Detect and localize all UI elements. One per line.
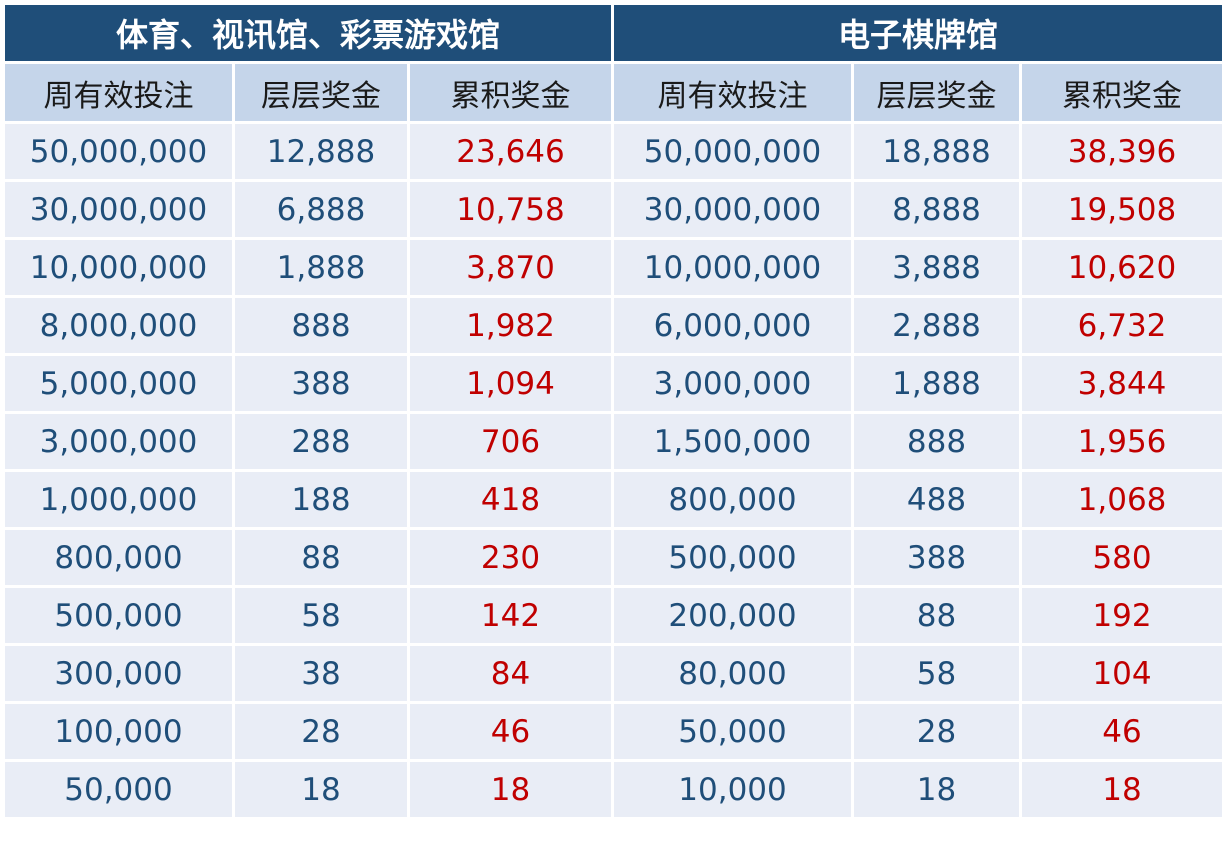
bonus-table: 体育、视讯馆、彩票游戏馆 电子棋牌馆 周有效投注 层层奖金 累积奖金 周有效投注… bbox=[1, 2, 1225, 820]
electronic-cum-bonus: 10,620 bbox=[1019, 237, 1225, 298]
electronic-weekly-bet: 80,000 bbox=[611, 643, 855, 704]
electronic-weekly-bet: 6,000,000 bbox=[611, 295, 855, 356]
electronic-tier-bonus: 8,888 bbox=[851, 179, 1023, 240]
sports-weekly-bet: 300,000 bbox=[2, 643, 235, 704]
electronic-weekly-bet: 30,000,000 bbox=[611, 179, 855, 240]
column-header-bet: 周有效投注 bbox=[2, 61, 235, 124]
sports-cum-bonus: 142 bbox=[406, 585, 615, 646]
electronic-tier-bonus: 388 bbox=[851, 527, 1023, 588]
table-header: 体育、视讯馆、彩票游戏馆 电子棋牌馆 周有效投注 层层奖金 累积奖金 周有效投注… bbox=[1, 2, 1225, 124]
section-title-row: 体育、视讯馆、彩票游戏馆 电子棋牌馆 bbox=[1, 2, 1225, 64]
sports-cum-bonus: 706 bbox=[406, 411, 615, 472]
table-row: 100,000 28 46 50,000 28 46 bbox=[2, 701, 1225, 762]
electronic-weekly-bet: 50,000,000 bbox=[611, 121, 855, 182]
sports-cum-bonus: 18 bbox=[406, 759, 615, 820]
electronic-tier-bonus: 58 bbox=[851, 643, 1023, 704]
table-row: 5,000,000 388 1,094 3,000,000 1,888 3,84… bbox=[2, 353, 1225, 414]
electronic-tier-bonus: 888 bbox=[851, 411, 1023, 472]
table-row: 1,000,000 188 418 800,000 488 1,068 bbox=[2, 469, 1225, 530]
sports-tier-bonus: 58 bbox=[232, 585, 410, 646]
table-row: 3,000,000 288 706 1,500,000 888 1,956 bbox=[2, 411, 1225, 472]
sports-tier-bonus: 28 bbox=[232, 701, 410, 762]
column-header-tier: 层层奖金 bbox=[232, 61, 410, 124]
electronic-cum-bonus: 104 bbox=[1019, 643, 1225, 704]
sports-cum-bonus: 23,646 bbox=[406, 121, 615, 182]
electronic-cum-bonus: 1,068 bbox=[1019, 469, 1225, 530]
column-header-tier: 层层奖金 bbox=[851, 61, 1023, 124]
sports-tier-bonus: 6,888 bbox=[232, 179, 410, 240]
sports-weekly-bet: 3,000,000 bbox=[2, 411, 235, 472]
sports-tier-bonus: 888 bbox=[232, 295, 410, 356]
sports-weekly-bet: 50,000 bbox=[2, 759, 235, 820]
table-row: 50,000 18 18 10,000 18 18 bbox=[2, 759, 1225, 820]
sports-weekly-bet: 30,000,000 bbox=[2, 179, 235, 240]
sports-cum-bonus: 10,758 bbox=[406, 179, 615, 240]
sports-tier-bonus: 18 bbox=[232, 759, 410, 820]
sports-weekly-bet: 800,000 bbox=[2, 527, 235, 588]
table-row: 30,000,000 6,888 10,758 30,000,000 8,888… bbox=[2, 179, 1225, 240]
column-header-bet: 周有效投注 bbox=[611, 61, 855, 124]
table-row: 10,000,000 1,888 3,870 10,000,000 3,888 … bbox=[2, 237, 1225, 298]
sports-weekly-bet: 10,000,000 bbox=[2, 237, 235, 298]
electronic-cum-bonus: 38,396 bbox=[1019, 121, 1225, 182]
electronic-weekly-bet: 3,000,000 bbox=[611, 353, 855, 414]
sports-tier-bonus: 88 bbox=[232, 527, 410, 588]
sports-tier-bonus: 388 bbox=[232, 353, 410, 414]
sports-cum-bonus: 230 bbox=[406, 527, 615, 588]
sports-cum-bonus: 418 bbox=[406, 469, 615, 530]
electronic-tier-bonus: 2,888 bbox=[851, 295, 1023, 356]
electronic-tier-bonus: 18,888 bbox=[851, 121, 1023, 182]
electronic-tier-bonus: 1,888 bbox=[851, 353, 1023, 414]
electronic-weekly-bet: 500,000 bbox=[611, 527, 855, 588]
column-header-cum: 累积奖金 bbox=[1019, 61, 1225, 124]
electronic-weekly-bet: 200,000 bbox=[611, 585, 855, 646]
electronic-weekly-bet: 800,000 bbox=[611, 469, 855, 530]
electronic-cum-bonus: 580 bbox=[1019, 527, 1225, 588]
electronic-tier-bonus: 88 bbox=[851, 585, 1023, 646]
sports-weekly-bet: 50,000,000 bbox=[2, 121, 235, 182]
sports-cum-bonus: 3,870 bbox=[406, 237, 615, 298]
sports-tier-bonus: 38 bbox=[232, 643, 410, 704]
electronic-cum-bonus: 192 bbox=[1019, 585, 1225, 646]
electronic-tier-bonus: 488 bbox=[851, 469, 1023, 530]
sports-cum-bonus: 1,982 bbox=[406, 295, 615, 356]
section-title-electronic: 电子棋牌馆 bbox=[611, 2, 1225, 64]
electronic-weekly-bet: 50,000 bbox=[611, 701, 855, 762]
sports-tier-bonus: 12,888 bbox=[232, 121, 410, 182]
electronic-cum-bonus: 18 bbox=[1019, 759, 1225, 820]
sports-weekly-bet: 1,000,000 bbox=[2, 469, 235, 530]
column-header-cum: 累积奖金 bbox=[406, 61, 615, 124]
electronic-tier-bonus: 3,888 bbox=[851, 237, 1023, 298]
electronic-cum-bonus: 46 bbox=[1019, 701, 1225, 762]
electronic-cum-bonus: 19,508 bbox=[1019, 179, 1225, 240]
electronic-cum-bonus: 6,732 bbox=[1019, 295, 1225, 356]
column-header-row: 周有效投注 层层奖金 累积奖金 周有效投注 层层奖金 累积奖金 bbox=[2, 61, 1225, 124]
sports-cum-bonus: 84 bbox=[406, 643, 615, 704]
electronic-weekly-bet: 10,000,000 bbox=[611, 237, 855, 298]
section-title-sports: 体育、视讯馆、彩票游戏馆 bbox=[1, 2, 615, 64]
sports-weekly-bet: 500,000 bbox=[2, 585, 235, 646]
table-body: 50,000,000 12,888 23,646 50,000,000 18,8… bbox=[2, 121, 1225, 820]
electronic-cum-bonus: 3,844 bbox=[1019, 353, 1225, 414]
electronic-weekly-bet: 1,500,000 bbox=[611, 411, 855, 472]
electronic-weekly-bet: 10,000 bbox=[611, 759, 855, 820]
electronic-cum-bonus: 1,956 bbox=[1019, 411, 1225, 472]
electronic-tier-bonus: 28 bbox=[851, 701, 1023, 762]
table-row: 800,000 88 230 500,000 388 580 bbox=[2, 527, 1225, 588]
table-row: 500,000 58 142 200,000 88 192 bbox=[2, 585, 1225, 646]
sports-weekly-bet: 100,000 bbox=[2, 701, 235, 762]
sports-tier-bonus: 188 bbox=[232, 469, 410, 530]
sports-tier-bonus: 1,888 bbox=[232, 237, 410, 298]
table-row: 8,000,000 888 1,982 6,000,000 2,888 6,73… bbox=[2, 295, 1225, 356]
sports-cum-bonus: 1,094 bbox=[406, 353, 615, 414]
sports-tier-bonus: 288 bbox=[232, 411, 410, 472]
table-row: 50,000,000 12,888 23,646 50,000,000 18,8… bbox=[2, 121, 1225, 182]
sports-weekly-bet: 8,000,000 bbox=[2, 295, 235, 356]
table-row: 300,000 38 84 80,000 58 104 bbox=[2, 643, 1225, 704]
electronic-tier-bonus: 18 bbox=[851, 759, 1023, 820]
sports-weekly-bet: 5,000,000 bbox=[2, 353, 235, 414]
sports-cum-bonus: 46 bbox=[406, 701, 615, 762]
